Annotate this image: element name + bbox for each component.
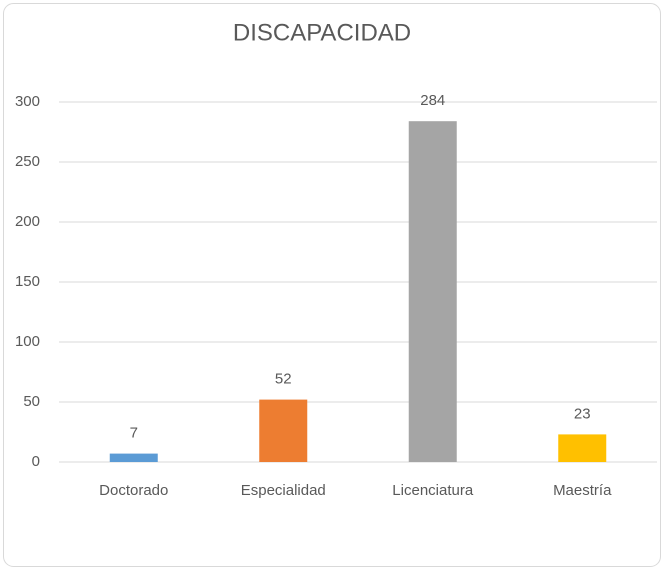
data-label: 7 [130,425,138,442]
data-label: 23 [574,405,591,422]
bar [408,121,457,462]
y-tick-label: 50 [23,393,40,410]
x-tick-label: Doctorado [99,482,168,499]
x-tick-label: Licenciatura [392,482,474,499]
y-tick-label: 300 [15,93,40,110]
data-label: 52 [275,371,292,388]
bar [109,453,158,462]
y-tick-label: 150 [15,273,40,290]
x-tick-label: Especialidad [241,482,326,499]
x-tick-label: Maestría [553,482,612,499]
y-tick-label: 100 [15,333,40,350]
chart-title: DISCAPACIDAD [233,19,411,46]
chart-frame [3,3,661,567]
y-tick-label: 250 [15,153,40,170]
y-tick-label: 200 [15,213,40,230]
data-label: 284 [420,92,445,109]
bar [259,399,308,462]
y-tick-label: 0 [32,453,40,470]
bar [558,434,607,462]
